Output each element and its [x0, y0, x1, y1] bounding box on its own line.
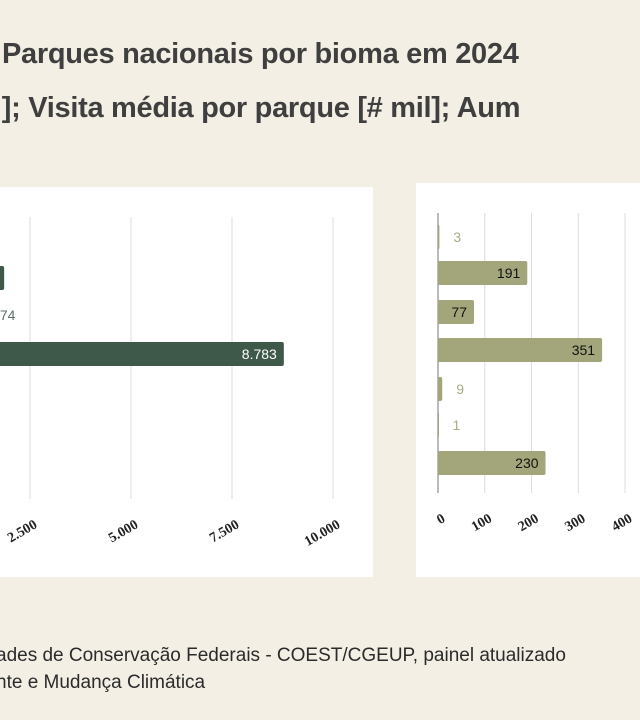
- left-bar-chart: 2.500 5.000 7.500 10.000 1.074 8.783: [0, 217, 343, 550]
- data-label: 191: [497, 265, 521, 281]
- x-tick-label: 7.500: [207, 517, 242, 546]
- x-tick-label: 100: [469, 511, 495, 534]
- x-tick-label: 400: [609, 511, 635, 534]
- data-label: 230: [515, 455, 539, 471]
- chart-subtitle: l]; Visita média por parque [# mil]; Aum: [0, 92, 521, 124]
- right-chart-panel: 0 100 200 300 400 3 191 77 351 9 1 230: [416, 183, 640, 577]
- x-tick-label: 5.000: [106, 517, 141, 546]
- bar: [438, 451, 546, 475]
- x-tick-label: 200: [516, 511, 542, 534]
- data-label: 1.074: [0, 307, 16, 323]
- bar: [438, 300, 474, 324]
- data-label: 351: [572, 342, 596, 358]
- bar: [0, 266, 5, 290]
- data-label: 9: [456, 381, 464, 397]
- data-label: 3: [453, 229, 461, 245]
- source-note-2: nte e Mudança Climática: [0, 672, 206, 693]
- source-note: ades de Conservação Federais - COEST/CGE…: [0, 645, 566, 666]
- bar: [438, 413, 439, 437]
- right-bar-chart: 0 100 200 300 400 3 191 77 351 9 1 230: [434, 213, 635, 535]
- chart-title: Parques nacionais por bioma em 2024: [2, 38, 519, 70]
- bar: [438, 377, 443, 401]
- x-tick-label: 0: [434, 511, 448, 527]
- x-tick-label: 2.500: [5, 517, 40, 546]
- x-tick-label: 300: [563, 511, 589, 534]
- left-chart-panel: 2.500 5.000 7.500 10.000 1.074 8.783: [0, 187, 373, 577]
- bar: [438, 225, 440, 249]
- data-label: 8.783: [242, 346, 277, 362]
- bar: [0, 342, 284, 366]
- data-label: 77: [451, 304, 467, 320]
- data-label: 1: [452, 417, 460, 433]
- x-tick-label: 10.000: [302, 517, 343, 549]
- bar: [438, 261, 528, 285]
- bar: [438, 338, 603, 362]
